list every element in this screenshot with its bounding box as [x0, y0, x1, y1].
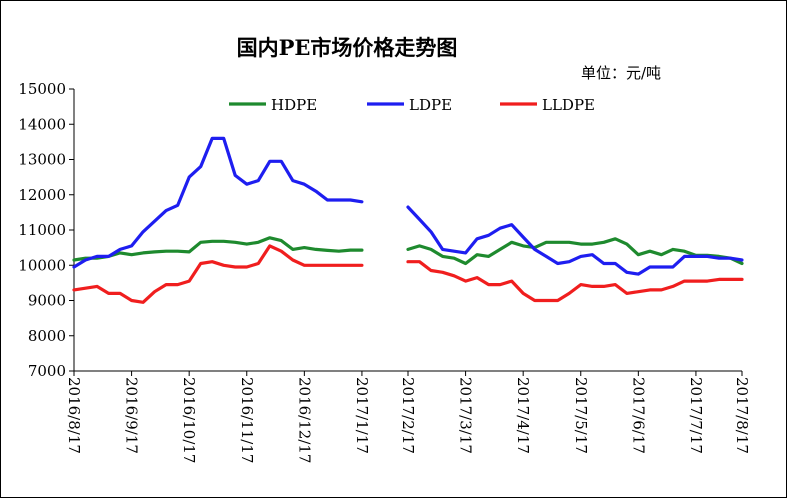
- x-tick-label: 2016/10/17: [180, 377, 198, 463]
- series-line-ldpe: [406, 205, 744, 276]
- x-tick-label: 2017/2/17: [399, 377, 417, 454]
- series-line-hdpe: [406, 237, 744, 266]
- plot-lines: [72, 136, 744, 304]
- x-tick-label: 2016/9/17: [123, 377, 141, 454]
- y-tick-label: 13000: [18, 151, 66, 169]
- y-tick-label: 10000: [18, 256, 66, 274]
- series-line-ldpe: [72, 136, 364, 269]
- series-line-lldpe: [72, 244, 364, 304]
- series-line-lldpe: [406, 260, 744, 303]
- y-tick-label: 12000: [18, 186, 66, 204]
- y-tick-label: 14000: [18, 115, 66, 133]
- legend: HDPE LDPE LLDPE: [229, 96, 595, 114]
- x-tick-label: 2017/5/17: [572, 377, 590, 454]
- x-tick-label: 2017/1/17: [353, 377, 371, 454]
- y-tick-label: 9000: [28, 292, 66, 310]
- x-tick-label: 2017/3/17: [457, 377, 475, 454]
- x-tick-label: 2017/6/17: [629, 377, 647, 454]
- legend-label-hdpe: HDPE: [271, 96, 317, 114]
- x-tick-label: 2017/4/17: [514, 377, 532, 454]
- unit-label: 单位：元/吨: [581, 64, 661, 82]
- y-tick-label: 8000: [28, 327, 66, 345]
- legend-label-lldpe: LLDPE: [542, 96, 595, 114]
- x-tick-label: 2016/11/17: [238, 377, 256, 463]
- x-axis: 2016/8/17 2016/9/17 2016/10/17 2016/11/17 20…: [65, 370, 751, 463]
- x-tick-label: 2017/8/17: [733, 377, 751, 454]
- x-tick-label: 2017/7/17: [687, 377, 705, 454]
- x-tick-label: 2016/8/17: [65, 377, 83, 454]
- chart-title: 国内PE市场价格走势图: [237, 35, 458, 60]
- y-tick-label: 11000: [18, 221, 66, 239]
- y-tick-label: 15000: [18, 80, 66, 98]
- legend-label-ldpe: LDPE: [409, 96, 452, 114]
- y-axis: 7000 8000 9000 10000 11000 12000 13000 14000 150…: [18, 80, 75, 380]
- series-line-hdpe: [72, 236, 364, 262]
- y-tick-label: 7000: [28, 362, 66, 380]
- x-tick-label: 2016/12/17: [295, 377, 313, 463]
